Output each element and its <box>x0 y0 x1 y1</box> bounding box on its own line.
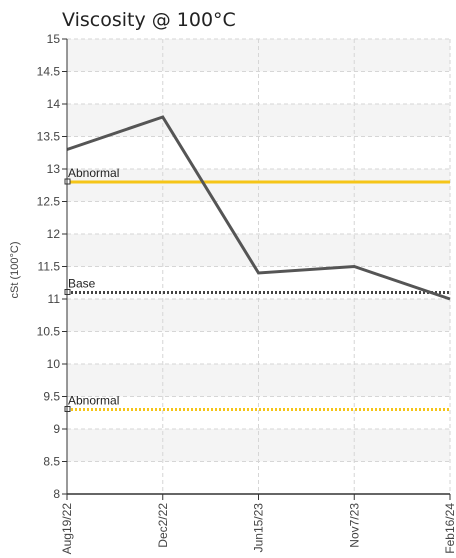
x-tick-label: Jun15/23 <box>252 503 266 553</box>
y-tick-label: 12 <box>47 227 61 241</box>
y-tick-label: 10 <box>47 357 61 371</box>
reference-label: Abnormal <box>68 166 119 180</box>
x-tick-label: Dec2/22 <box>156 503 170 548</box>
y-tick-label: 14.5 <box>37 65 61 79</box>
y-tick-label: 8.5 <box>43 455 60 469</box>
y-tick-label: 8 <box>53 487 60 501</box>
x-tick-label: Feb16/24 <box>443 503 456 554</box>
series-layer <box>66 115 451 301</box>
y-tick-label: 13 <box>47 162 61 176</box>
y-tick-label: 15 <box>47 32 61 46</box>
series-line <box>66 115 451 301</box>
y-tick-label: 11.5 <box>38 260 61 274</box>
x-tick-label: Nov7/23 <box>347 503 361 548</box>
reference-label: Base <box>68 277 96 291</box>
y-axis-label: cSt (100°C) <box>9 242 21 299</box>
x-tick-label: Aug19/22 <box>60 503 74 555</box>
grid-lines <box>66 38 451 495</box>
y-tick-label: 12.5 <box>37 195 61 209</box>
axes: 8 8.5 9 9.5 10 10.5 11 11.5 12 12.5 13 13.5 14 14.5 15… <box>37 32 456 554</box>
reference-label: Abnormal <box>68 394 119 408</box>
y-tick-label: 13.5 <box>37 130 61 144</box>
y-tick-label: 14 <box>47 97 61 111</box>
y-tick-label: 9.5 <box>43 390 60 404</box>
chart-title: Viscosity @ 100°C <box>62 9 236 31</box>
y-tick-label: 9 <box>53 422 60 436</box>
y-tick-label: 10.5 <box>37 325 61 339</box>
y-tick-label: 11 <box>48 292 61 306</box>
